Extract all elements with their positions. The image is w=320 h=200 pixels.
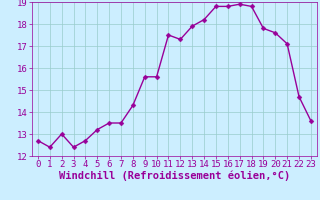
X-axis label: Windchill (Refroidissement éolien,°C): Windchill (Refroidissement éolien,°C) — [59, 171, 290, 181]
